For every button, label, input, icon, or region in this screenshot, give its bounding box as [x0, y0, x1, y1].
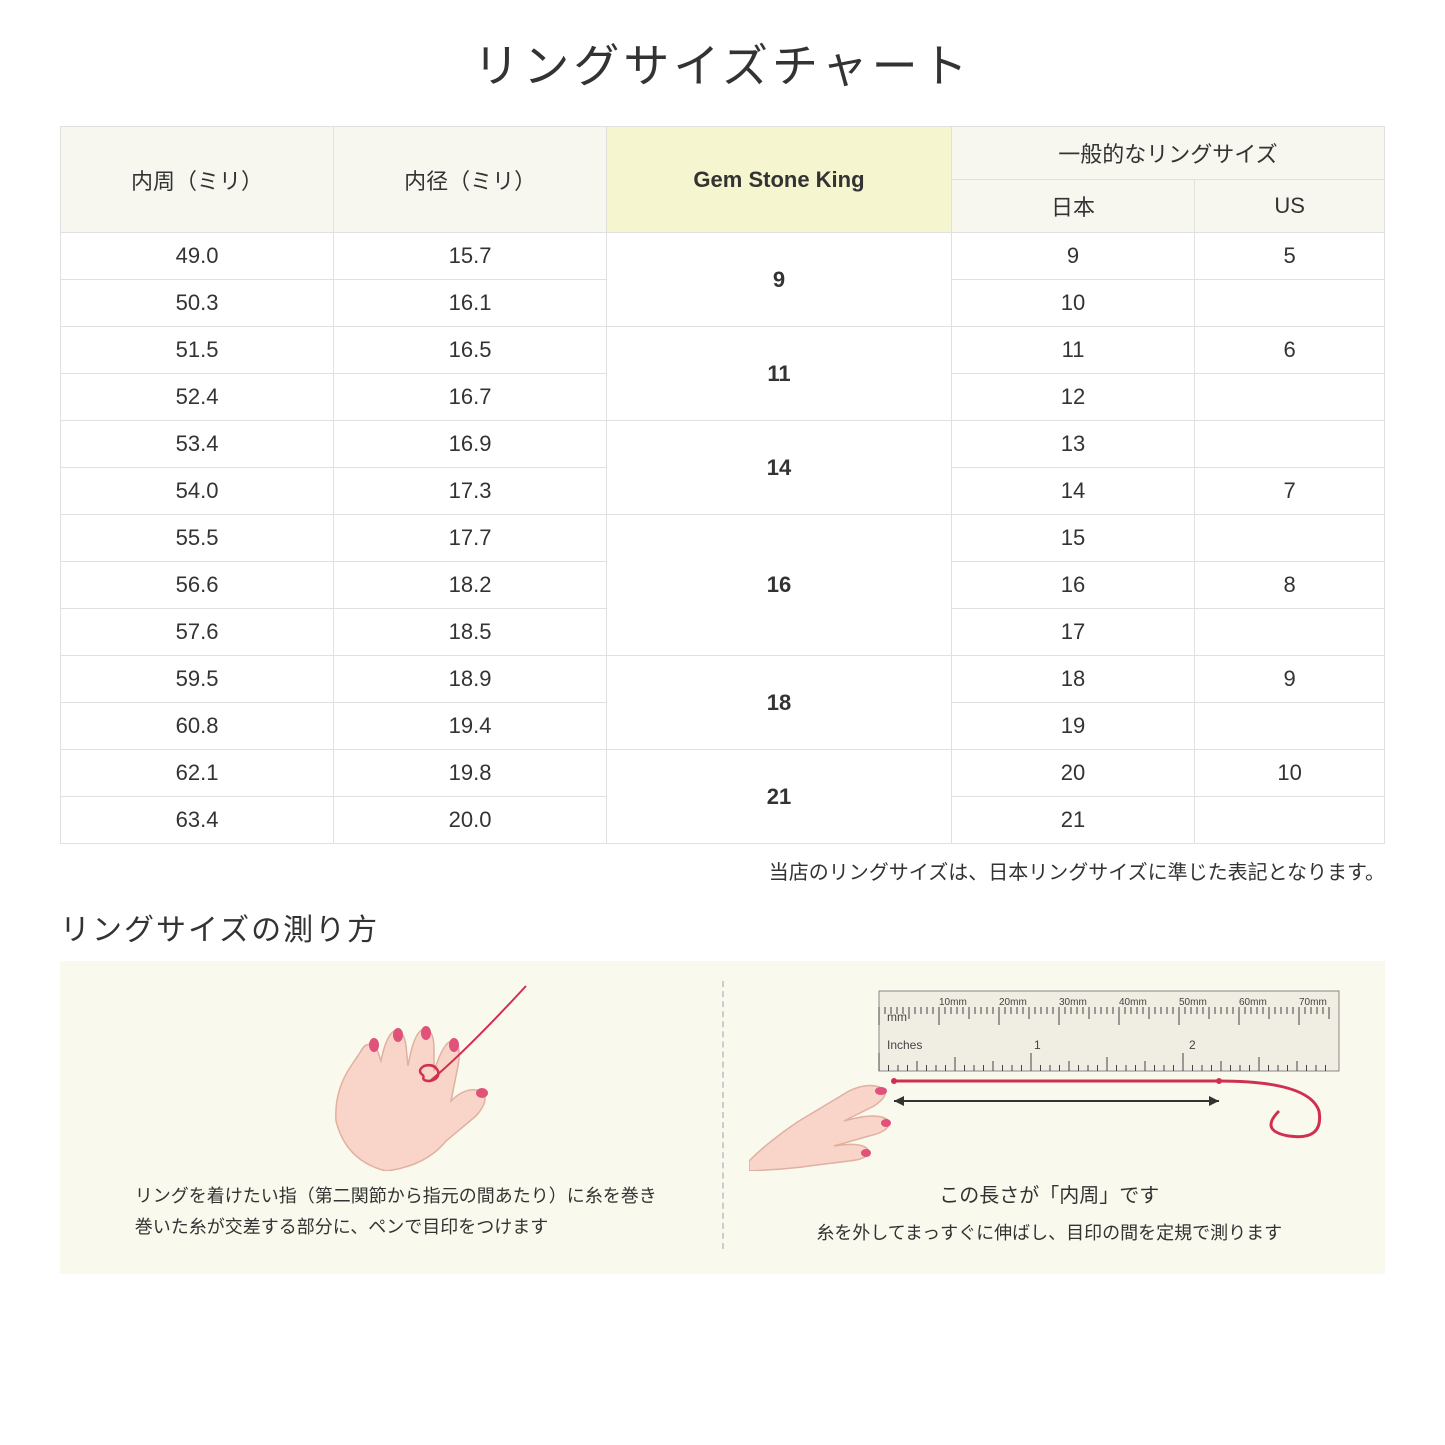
cell-circumference: 57.6 [61, 609, 334, 656]
cell-us [1195, 421, 1385, 468]
ruler-length-label: この長さが「内周」です [939, 1179, 1159, 1208]
cell-diameter: 17.7 [334, 515, 607, 562]
cell-japan: 17 [951, 609, 1194, 656]
svg-text:70mm: 70mm [1299, 997, 1327, 1008]
hand-wrap-illustration [90, 981, 702, 1171]
cell-us [1195, 609, 1385, 656]
header-diameter: 内径（ミリ） [334, 127, 607, 233]
cell-diameter: 18.9 [334, 656, 607, 703]
table-row: 62.119.8212010 [61, 750, 1385, 797]
howto-panel-1: リングを着けたい指（第二関節から指元の間あたり）に糸を巻き巻いた糸が交差する部分… [90, 981, 702, 1249]
cell-us: 10 [1195, 750, 1385, 797]
ring-size-table: 内周（ミリ） 内径（ミリ） Gem Stone King 一般的なリングサイズ … [60, 126, 1385, 844]
cell-us: 5 [1195, 233, 1385, 280]
cell-japan: 13 [951, 421, 1194, 468]
cell-us: 8 [1195, 562, 1385, 609]
cell-us [1195, 797, 1385, 844]
cell-japan: 10 [951, 280, 1194, 327]
howto-panel-2: mm Inches 10mm 20mm 30mm 40mm 50mm 60mm … [744, 981, 1356, 1249]
cell-circumference: 55.5 [61, 515, 334, 562]
svg-text:40mm: 40mm [1119, 997, 1147, 1008]
cell-diameter: 19.8 [334, 750, 607, 797]
cell-circumference: 52.4 [61, 374, 334, 421]
cell-gsk: 14 [607, 421, 952, 515]
cell-diameter: 16.5 [334, 327, 607, 374]
cell-gsk: 21 [607, 750, 952, 844]
svg-text:2: 2 [1189, 1038, 1196, 1052]
howto-step1-text: リングを着けたい指（第二関節から指元の間あたり）に糸を巻き巻いた糸が交差する部分… [135, 1181, 657, 1242]
header-general: 一般的なリングサイズ [951, 127, 1384, 180]
table-row: 59.518.918189 [61, 656, 1385, 703]
cell-gsk: 18 [607, 656, 952, 750]
svg-text:30mm: 30mm [1059, 997, 1087, 1008]
cell-japan: 15 [951, 515, 1194, 562]
header-us: US [1195, 180, 1385, 233]
table-row: 53.416.91413 [61, 421, 1385, 468]
cell-japan: 12 [951, 374, 1194, 421]
table-row: 55.517.71615 [61, 515, 1385, 562]
header-gsk: Gem Stone King [607, 127, 952, 233]
cell-us: 6 [1195, 327, 1385, 374]
cell-us [1195, 703, 1385, 750]
cell-us: 7 [1195, 468, 1385, 515]
table-row: 49.015.7995 [61, 233, 1385, 280]
table-row: 51.516.511116 [61, 327, 1385, 374]
cell-gsk: 16 [607, 515, 952, 656]
cell-circumference: 62.1 [61, 750, 334, 797]
cell-diameter: 18.5 [334, 609, 607, 656]
cell-circumference: 49.0 [61, 233, 334, 280]
ruler-illustration: mm Inches 10mm 20mm 30mm 40mm 50mm 60mm … [744, 981, 1356, 1171]
cell-diameter: 15.7 [334, 233, 607, 280]
header-japan: 日本 [951, 180, 1194, 233]
page-title: リングサイズチャート [60, 30, 1385, 96]
cell-japan: 14 [951, 468, 1194, 515]
svg-text:mm: mm [887, 1010, 907, 1024]
svg-text:60mm: 60mm [1239, 997, 1267, 1008]
cell-circumference: 53.4 [61, 421, 334, 468]
cell-diameter: 19.4 [334, 703, 607, 750]
cell-diameter: 16.1 [334, 280, 607, 327]
cell-circumference: 51.5 [61, 327, 334, 374]
cell-circumference: 54.0 [61, 468, 334, 515]
svg-text:10mm: 10mm [939, 997, 967, 1008]
cell-diameter: 20.0 [334, 797, 607, 844]
table-note: 当店のリングサイズは、日本リングサイズに準じた表記となります。 [60, 856, 1385, 885]
cell-us [1195, 374, 1385, 421]
cell-circumference: 63.4 [61, 797, 334, 844]
howto-container: リングを着けたい指（第二関節から指元の間あたり）に糸を巻き巻いた糸が交差する部分… [60, 961, 1385, 1274]
cell-gsk: 11 [607, 327, 952, 421]
howto-divider [722, 981, 724, 1249]
svg-text:50mm: 50mm [1179, 997, 1207, 1008]
cell-japan: 20 [951, 750, 1194, 797]
cell-circumference: 59.5 [61, 656, 334, 703]
cell-circumference: 56.6 [61, 562, 334, 609]
cell-japan: 18 [951, 656, 1194, 703]
cell-japan: 19 [951, 703, 1194, 750]
cell-diameter: 16.7 [334, 374, 607, 421]
cell-diameter: 17.3 [334, 468, 607, 515]
cell-japan: 21 [951, 797, 1194, 844]
cell-circumference: 60.8 [61, 703, 334, 750]
cell-gsk: 9 [607, 233, 952, 327]
howto-title: リングサイズの測り方 [60, 905, 1385, 949]
howto-step2-text: 糸を外してまっすぐに伸ばし、目印の間を定規で測ります [816, 1218, 1282, 1249]
cell-us [1195, 515, 1385, 562]
svg-text:1: 1 [1034, 1038, 1041, 1052]
cell-japan: 16 [951, 562, 1194, 609]
cell-circumference: 50.3 [61, 280, 334, 327]
cell-diameter: 16.9 [334, 421, 607, 468]
svg-text:Inches: Inches [887, 1038, 922, 1052]
header-circumference: 内周（ミリ） [61, 127, 334, 233]
cell-japan: 9 [951, 233, 1194, 280]
cell-us: 9 [1195, 656, 1385, 703]
svg-text:20mm: 20mm [999, 997, 1027, 1008]
cell-japan: 11 [951, 327, 1194, 374]
cell-diameter: 18.2 [334, 562, 607, 609]
cell-us [1195, 280, 1385, 327]
